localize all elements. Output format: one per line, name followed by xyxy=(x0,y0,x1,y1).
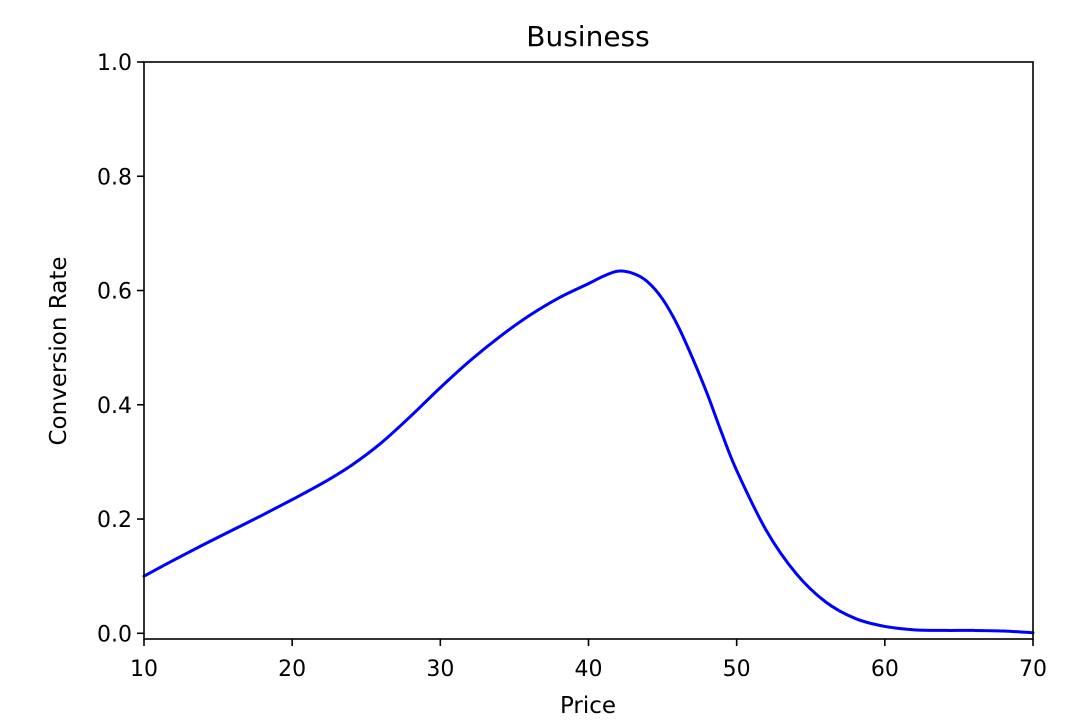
series-layer xyxy=(142,269,1035,635)
y-tick-label: 0.0 xyxy=(97,622,132,647)
x-tick-label: 60 xyxy=(871,657,899,682)
x-axis: 10 20 30 40 50 60 70 xyxy=(130,639,1047,682)
x-tick-label: 10 xyxy=(130,657,158,682)
y-tick-label: 0.6 xyxy=(97,280,132,305)
x-tick-label: 30 xyxy=(426,657,454,682)
y-tick-label: 0.2 xyxy=(97,508,132,533)
x-tick-label: 70 xyxy=(1019,657,1047,682)
y-axis-label: Conversion Rate xyxy=(46,257,72,446)
x-tick-label: 20 xyxy=(278,657,306,682)
y-tick-label: 0.4 xyxy=(97,394,132,419)
y-tick-label: 1.0 xyxy=(97,51,132,76)
chart-title: Business xyxy=(526,20,649,53)
x-axis-label: Price xyxy=(560,693,616,719)
x-tick-label: 50 xyxy=(723,657,751,682)
y-tick-label: 0.8 xyxy=(97,165,132,190)
x-tick-label: 40 xyxy=(575,657,603,682)
y-axis: 0.0 0.2 0.4 0.6 0.8 1.0 xyxy=(97,51,144,647)
series-line xyxy=(142,269,1035,635)
plot-frame xyxy=(143,61,1034,640)
